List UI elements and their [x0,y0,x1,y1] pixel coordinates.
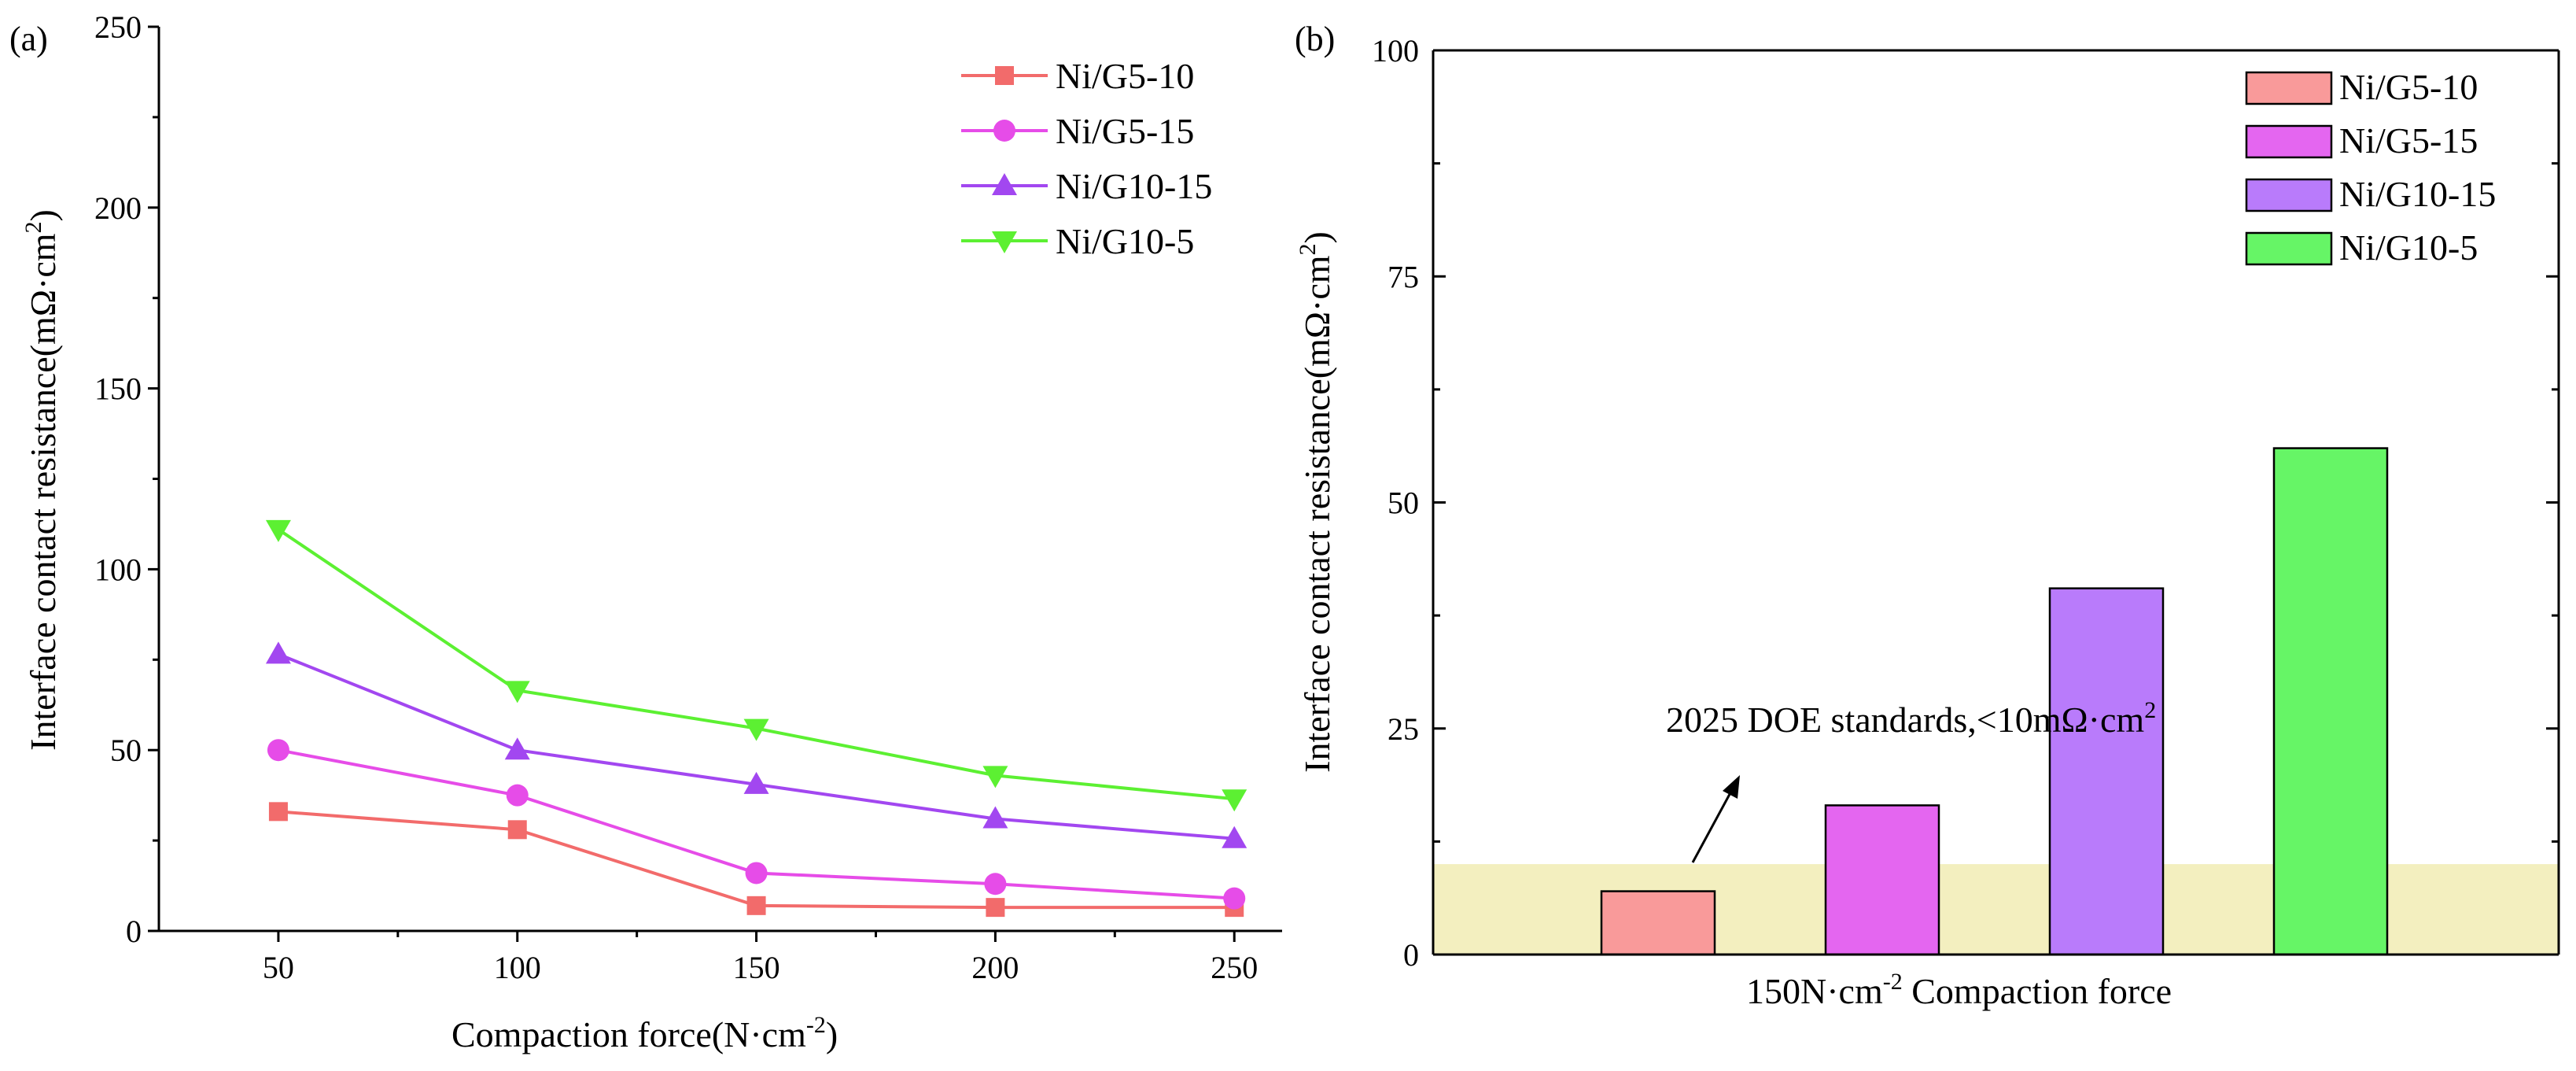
x-tick-label-a: 100 [494,950,541,985]
y-tick-label-a: 150 [94,371,142,407]
legend-swatch [2245,231,2333,266]
data-point [743,718,769,741]
bar [1600,890,1716,956]
legend-label: Ni/G5-10 [2339,67,2478,107]
legend-swatch [2245,124,2333,159]
y-axis-title-a: Interface contact resistance(mΩ·cm2) [20,209,63,751]
data-point [986,898,1005,918]
data-point [507,820,527,840]
y-tick-label-b: 100 [1372,33,1419,68]
data-point [982,806,1008,829]
x-tick-label-a: 150 [733,950,780,985]
data-point [984,873,1007,896]
legend-a: Ni/G5-10 Ni/G5-15 Ni/G10-15 Ni/G10-5 [961,56,1212,261]
legend-label: Ni/G5-15 [2339,120,2478,161]
doe-annotation-arrowhead [1723,775,1740,799]
y-tick-label-b: 25 [1388,711,1419,747]
x-tick-label-a: 50 [263,950,294,985]
data-point [506,784,529,807]
y-tick-label-b: 50 [1388,486,1419,521]
panel-b-label: (b) [1295,20,1335,58]
data-point [1223,887,1246,910]
data-point [267,739,289,762]
x-axis-title-b: 150N·cm-2 Compaction force [1746,969,2172,1011]
data-point [265,519,291,542]
y-tick-label-b: 0 [1403,937,1419,973]
series-line [277,528,1235,801]
legend-swatch [2245,71,2333,105]
panel-a-label: (a) [9,20,48,58]
y-tick-label-a: 0 [126,914,142,949]
doe-annotation-text: 2025 DOE standards,<10mΩ·cm2 [1666,697,2156,740]
data-point [746,896,766,915]
data-point [268,802,288,822]
y-tick-label-b: 75 [1388,259,1419,294]
data-point [1222,825,1247,848]
legend-marker [992,173,1017,195]
y-tick-label-a: 200 [94,190,142,226]
x-tick-label-a: 250 [1211,950,1258,985]
bars-b [1600,447,2389,956]
legend-marker [993,120,1015,142]
y-axis-title-b: Interface contact resistance(mΩ·cm2) [1295,231,1337,773]
ticks-a: 0 50 100 150 200 250 50 100 150 200 250 [94,9,1258,985]
data-point [743,771,769,794]
series-markers-a [265,519,1247,918]
data-point [745,862,768,884]
y-tick-label-a: 50 [110,733,142,768]
doe-annotation-arrow [1691,786,1735,863]
bar [2048,587,2165,956]
bar [2272,447,2389,956]
legend-label: Ni/G10-15 [1056,166,1212,206]
x-tick-label-a: 200 [971,950,1019,985]
data-point [1222,789,1247,812]
legend-label: Ni/G5-15 [1056,111,1194,151]
series-line [278,652,1235,840]
line-chart-panel-a: (a) Ni/G5-10 Ni/G5-15 Ni/G10-15 Ni/G10-5 0 5… [9,9,1282,1054]
x-axis-title-a: Compaction force(N·cm-2) [451,1012,838,1054]
legend-label: Ni/G5-10 [1056,56,1194,96]
legend-b: Ni/G5-10 Ni/G5-15 Ni/G10-15 Ni/G10-5 [2245,67,2496,268]
data-point [982,766,1008,788]
legend-label: Ni/G10-5 [2339,227,2478,268]
y-tick-label-a: 100 [94,552,142,587]
legend-label: Ni/G10-15 [2339,174,2496,214]
data-point [504,681,530,704]
legend-marker [995,66,1014,85]
data-point [265,641,291,664]
bar [1824,804,1940,956]
legend-label: Ni/G10-5 [1056,221,1194,261]
bar-chart-panel-b: 0 25 50 75 100 (b) Ni/G5-10 Ni/G5-15 Ni/G10-15… [1295,20,2560,1011]
legend-swatch [2245,178,2333,212]
data-point [504,737,530,760]
y-tick-label-a: 250 [94,9,142,45]
series-lines-a [277,528,1235,910]
legend-marker [992,231,1017,253]
